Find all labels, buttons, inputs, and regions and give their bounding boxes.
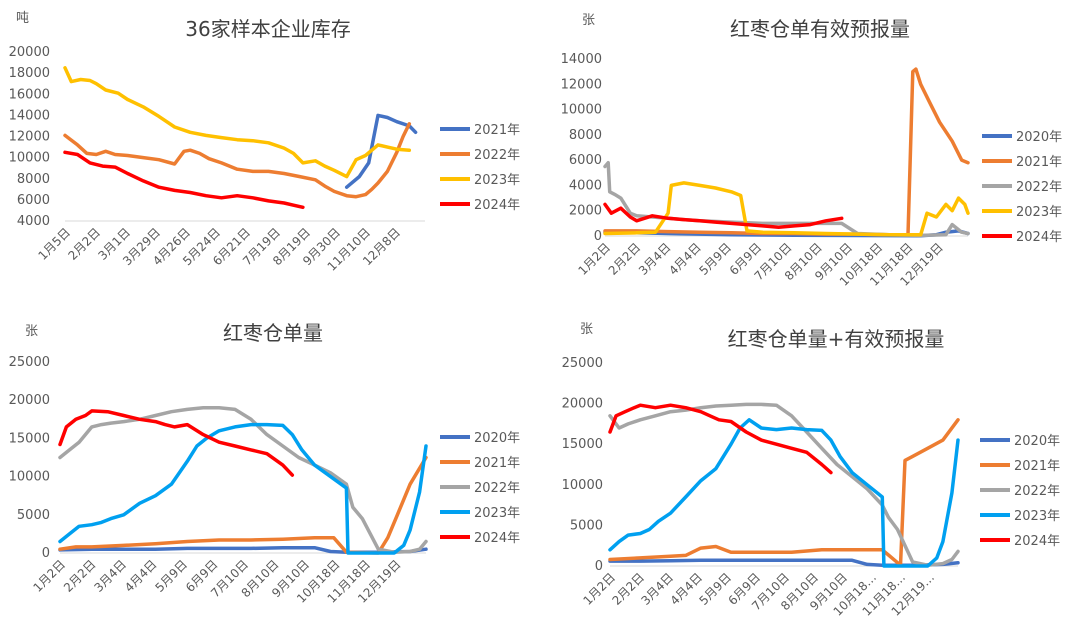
series-line-2023年 bbox=[58, 422, 428, 555]
legend-label: 2023年 bbox=[1014, 509, 1060, 524]
y-tick-label: 12000 bbox=[9, 130, 50, 145]
legend-label: 2022年 bbox=[1014, 484, 1060, 499]
series-line-2024年 bbox=[58, 409, 295, 477]
y-tick-label: 0 bbox=[594, 229, 602, 244]
legend-label: 2023年 bbox=[1016, 205, 1062, 220]
legend-label: 2020年 bbox=[474, 431, 520, 446]
chart-title: 红枣仓单量 bbox=[223, 321, 323, 345]
series-line-2022年 bbox=[63, 122, 412, 199]
y-tick-label: 10000 bbox=[562, 478, 603, 493]
y-tick-label: 20000 bbox=[562, 397, 603, 412]
chart-title: 红枣仓单量+有效预报量 bbox=[728, 327, 945, 351]
y-tick-label: 8000 bbox=[17, 172, 50, 187]
legend-label: 2020年 bbox=[1016, 130, 1062, 145]
y-tick-label: 2000 bbox=[569, 204, 602, 219]
y-tick-label: 4000 bbox=[17, 214, 50, 229]
legend-label: 2022年 bbox=[474, 481, 520, 496]
series-line-2023年 bbox=[603, 181, 970, 237]
chart-panel-4: 红枣仓单量+有效预报量张05000100001500020000250001月2… bbox=[562, 322, 1060, 619]
x-tick-label: 4月4日 bbox=[122, 557, 160, 595]
legend-label: 2021年 bbox=[474, 123, 520, 138]
legend-label: 2024年 bbox=[1014, 534, 1060, 549]
series-line-2023年 bbox=[608, 418, 960, 568]
chart-title: 红枣仓单有效预报量 bbox=[730, 17, 910, 41]
y-tick-label: 25000 bbox=[9, 355, 50, 370]
y-tick-label: 18000 bbox=[9, 66, 50, 81]
series-line-2021年 bbox=[58, 455, 428, 555]
y-axis-unit: 张 bbox=[582, 13, 595, 28]
y-tick-label: 10000 bbox=[9, 470, 50, 485]
y-tick-label: 20000 bbox=[9, 45, 50, 60]
legend-label: 2023年 bbox=[474, 506, 520, 521]
series-line-2024年 bbox=[63, 150, 305, 210]
y-tick-label: 0 bbox=[595, 559, 603, 574]
legend-label: 2024年 bbox=[474, 198, 520, 213]
legend-label: 2022年 bbox=[1016, 180, 1062, 195]
x-tick-label: 5月9日 bbox=[152, 557, 190, 595]
legend-label: 2021年 bbox=[1016, 155, 1062, 170]
x-tick-label: 1月2日 bbox=[30, 557, 68, 595]
y-tick-label: 15000 bbox=[9, 431, 50, 446]
x-tick-label: 2月2日 bbox=[606, 240, 644, 278]
y-tick-label: 10000 bbox=[561, 103, 602, 118]
series-line-2022年 bbox=[608, 402, 960, 567]
chart-title: 36家样本企业库存 bbox=[185, 17, 350, 41]
series-line-2023年 bbox=[63, 66, 412, 179]
y-tick-label: 12000 bbox=[561, 77, 602, 92]
y-tick-label: 25000 bbox=[562, 356, 603, 371]
x-tick-label: 4月4日 bbox=[666, 240, 704, 278]
y-axis-unit: 张 bbox=[25, 324, 38, 339]
y-tick-label: 15000 bbox=[562, 437, 603, 452]
series-line-2021年 bbox=[603, 67, 970, 237]
y-tick-label: 16000 bbox=[9, 87, 50, 102]
y-tick-label: 10000 bbox=[9, 151, 50, 166]
y-axis-unit: 吨 bbox=[16, 11, 29, 26]
y-tick-label: 5000 bbox=[17, 508, 50, 523]
series-line-2021年 bbox=[608, 418, 960, 567]
y-tick-label: 6000 bbox=[17, 193, 50, 208]
series-line-2022年 bbox=[58, 406, 428, 554]
series-line-2024年 bbox=[608, 403, 833, 475]
y-tick-label: 20000 bbox=[9, 393, 50, 408]
y-tick-label: 14000 bbox=[561, 52, 602, 67]
legend-label: 2023年 bbox=[474, 173, 520, 188]
y-axis-unit: 张 bbox=[580, 322, 593, 337]
legend-label: 2020年 bbox=[1014, 434, 1060, 449]
x-tick-label: 3月4日 bbox=[91, 557, 129, 595]
legend-label: 2021年 bbox=[1014, 459, 1060, 474]
chart-panel-3: 红枣仓单量 张 0 5000 10000 15000 20000 25000 1月2日2月2日3… bbox=[9, 321, 520, 606]
x-tick-label: 1月5日 bbox=[35, 225, 73, 263]
y-tick-label: 0 bbox=[42, 546, 50, 561]
x-tick-label: 5月9日 bbox=[696, 240, 734, 278]
y-tick-label: 6000 bbox=[569, 153, 602, 168]
y-tick-label: 14000 bbox=[9, 108, 50, 123]
y-tick-label: 8000 bbox=[569, 128, 602, 143]
x-tick-label: 3月4日 bbox=[636, 240, 674, 278]
legend-label: 2022年 bbox=[474, 148, 520, 163]
chart-panel-1: 36家样本企业库存 吨 4000 6000 8000 10000 12000 14000 160… bbox=[9, 11, 520, 274]
x-tick-label: 1月2日 bbox=[575, 240, 613, 278]
y-tick-label: 4000 bbox=[569, 178, 602, 193]
y-tick-label: 5000 bbox=[570, 518, 603, 533]
legend-label: 2024年 bbox=[474, 531, 520, 546]
x-tick-label: 2月2日 bbox=[65, 225, 103, 263]
x-tick-label: 2月2日 bbox=[61, 557, 99, 595]
chart-panel-2: 红枣仓单有效预报量 张 0 2000 4000 6000 8000 10000 12000 140… bbox=[561, 13, 1062, 289]
series-line-2024年 bbox=[603, 202, 844, 229]
legend-label: 2021年 bbox=[474, 456, 520, 471]
legend-label: 2024年 bbox=[1016, 230, 1062, 245]
